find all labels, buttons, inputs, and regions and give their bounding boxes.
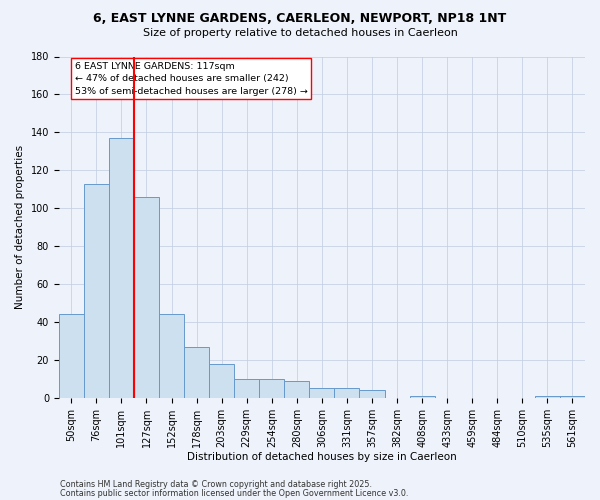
- Bar: [209, 364, 234, 398]
- Bar: [159, 314, 184, 398]
- Bar: [359, 390, 385, 398]
- Bar: [184, 346, 209, 398]
- Y-axis label: Number of detached properties: Number of detached properties: [15, 145, 25, 309]
- Bar: [310, 388, 334, 398]
- Text: Size of property relative to detached houses in Caerleon: Size of property relative to detached ho…: [143, 28, 457, 38]
- Bar: [410, 396, 434, 398]
- Text: 6 EAST LYNNE GARDENS: 117sqm
← 47% of detached houses are smaller (242)
53% of s: 6 EAST LYNNE GARDENS: 117sqm ← 47% of de…: [74, 62, 307, 96]
- Bar: [109, 138, 134, 398]
- Bar: [560, 396, 585, 398]
- Bar: [259, 379, 284, 398]
- Text: Contains public sector information licensed under the Open Government Licence v3: Contains public sector information licen…: [60, 488, 409, 498]
- Text: 6, EAST LYNNE GARDENS, CAERLEON, NEWPORT, NP18 1NT: 6, EAST LYNNE GARDENS, CAERLEON, NEWPORT…: [94, 12, 506, 26]
- Bar: [535, 396, 560, 398]
- Bar: [334, 388, 359, 398]
- Text: Contains HM Land Registry data © Crown copyright and database right 2025.: Contains HM Land Registry data © Crown c…: [60, 480, 372, 489]
- Bar: [134, 197, 159, 398]
- Bar: [234, 379, 259, 398]
- Bar: [84, 184, 109, 398]
- Bar: [284, 381, 310, 398]
- Bar: [59, 314, 84, 398]
- X-axis label: Distribution of detached houses by size in Caerleon: Distribution of detached houses by size …: [187, 452, 457, 462]
